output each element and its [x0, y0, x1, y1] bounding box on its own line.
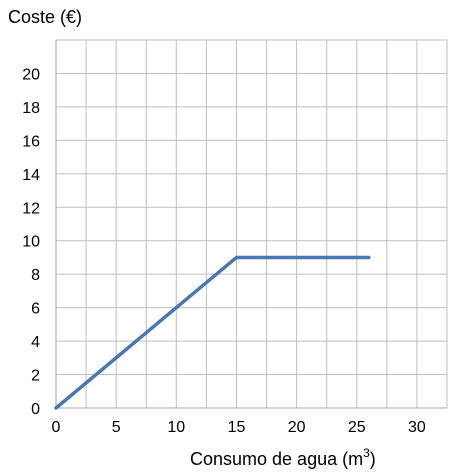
y-tick-label: 18	[22, 100, 40, 117]
y-tick-label: 20	[22, 66, 40, 83]
x-tick-label: 15	[228, 419, 246, 436]
y-tick-labels: 0 2 4 6 8 10 12 14 16 18 20	[22, 66, 40, 418]
x-axis-title-superscript: 3	[363, 446, 370, 460]
x-tick-labels: 0 5 10 15 20 25 30	[52, 419, 426, 436]
series	[54, 255, 371, 410]
x-tick-label: 5	[112, 419, 121, 436]
y-tick-label: 0	[31, 401, 40, 418]
y-tick-label: 8	[31, 267, 40, 284]
series-line	[54, 255, 371, 410]
x-tick-label: 25	[348, 419, 366, 436]
y-tick-label: 6	[31, 301, 40, 318]
y-tick-label: 14	[22, 167, 40, 184]
x-tick-label: 10	[167, 419, 185, 436]
x-tick-label: 20	[288, 419, 306, 436]
x-tick-label: 30	[408, 419, 426, 436]
grid	[56, 39, 448, 408]
y-tick-label: 10	[22, 234, 40, 251]
x-axis-title-main: Consumo de agua (m	[190, 449, 363, 469]
y-tick-label: 12	[22, 200, 40, 217]
y-tick-label: 16	[22, 133, 40, 150]
y-tick-label: 2	[31, 368, 40, 385]
x-tick-label: 0	[52, 419, 61, 436]
x-axis-title: Consumo de agua (m3)	[190, 446, 376, 469]
y-tick-label: 4	[31, 334, 40, 351]
axes	[55, 40, 447, 409]
x-axis-title-close: )	[370, 449, 376, 469]
y-axis-title: Coste (€)	[8, 7, 82, 27]
